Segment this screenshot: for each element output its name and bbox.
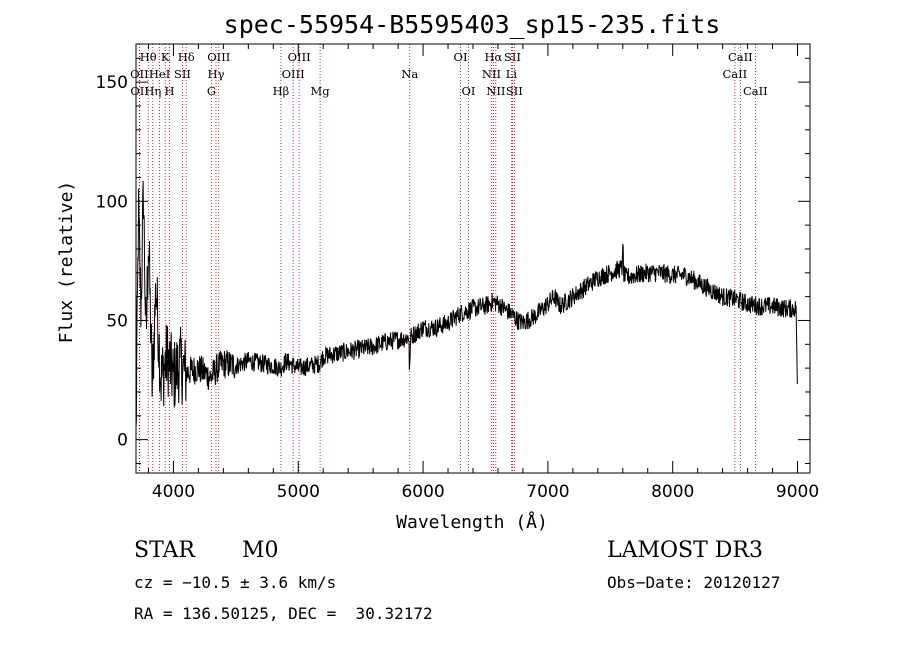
- x-tick-label: 6000: [401, 482, 444, 502]
- line-marker-label: Hβ: [273, 84, 290, 98]
- line-marker-label: G: [207, 84, 216, 98]
- line-marker-label: CaII: [722, 67, 747, 81]
- spectrum-series-line: [135, 180, 798, 428]
- x-tick-label: 7000: [526, 482, 569, 502]
- x-tick-label: 9000: [776, 482, 819, 502]
- line-marker-label: NII: [486, 84, 505, 98]
- line-marker-label: OIII: [288, 50, 311, 64]
- line-marker-label: Hη: [144, 84, 161, 98]
- line-marker-label: OI: [462, 84, 476, 98]
- y-tick-label: 100: [96, 192, 128, 212]
- line-marker-label: Hγ: [208, 67, 225, 81]
- x-tick-label: 5000: [277, 482, 320, 502]
- line-marker-label: Hθ: [140, 50, 157, 64]
- x-tick-label: 4000: [152, 482, 195, 502]
- x-axis-label: Wavelength (Å): [396, 511, 548, 533]
- object-subclass: M0: [242, 538, 279, 563]
- line-marker-label: OIII: [282, 67, 305, 81]
- line-marker-label: NII: [482, 67, 501, 81]
- y-axis-label: Flux (relative): [56, 181, 77, 344]
- line-marker-label: SII: [506, 84, 523, 98]
- line-marker-label: Mg: [311, 84, 331, 98]
- x-tick-label: 8000: [651, 482, 694, 502]
- y-tick-label: 50: [106, 311, 128, 331]
- object-class: STAR: [134, 538, 195, 563]
- line-marker-label: SII: [504, 50, 521, 64]
- line-marker-label: OIII: [207, 50, 230, 64]
- line-marker-label: CaII: [743, 84, 768, 98]
- plot-frame: [135, 43, 811, 474]
- axis-ticks: 4000 5000 6000 7000 8000 9000 0 50 100 150: [96, 44, 819, 502]
- redshift-info: cz = −10.5 ± 3.6 km/s: [134, 573, 337, 592]
- survey-name: LAMOST DR3: [607, 538, 763, 563]
- line-marker-label: OI: [454, 50, 468, 64]
- line-marker-label: Hα: [484, 50, 502, 64]
- chart-title: spec-55954-B5595403_sp15-235.fits: [224, 10, 721, 39]
- line-marker-label: CaII: [728, 50, 753, 64]
- line-marker-label: HeI: [149, 67, 170, 81]
- line-marker-label: Hδ: [178, 50, 195, 64]
- line-marker-label: K: [161, 50, 170, 64]
- line-marker-label: Na: [401, 67, 418, 81]
- line-marker-label: SII: [174, 67, 191, 81]
- y-tick-label: 150: [96, 73, 128, 93]
- coordinates: RA = 136.50125, DEC = 30.32172: [134, 604, 433, 623]
- y-tick-label: 0: [117, 431, 128, 451]
- line-marker-label: Li: [506, 67, 518, 81]
- observation-date: Obs−Date: 20120127: [607, 573, 781, 592]
- line-marker-label: H: [165, 84, 175, 98]
- line-marker-label: OII: [130, 84, 149, 98]
